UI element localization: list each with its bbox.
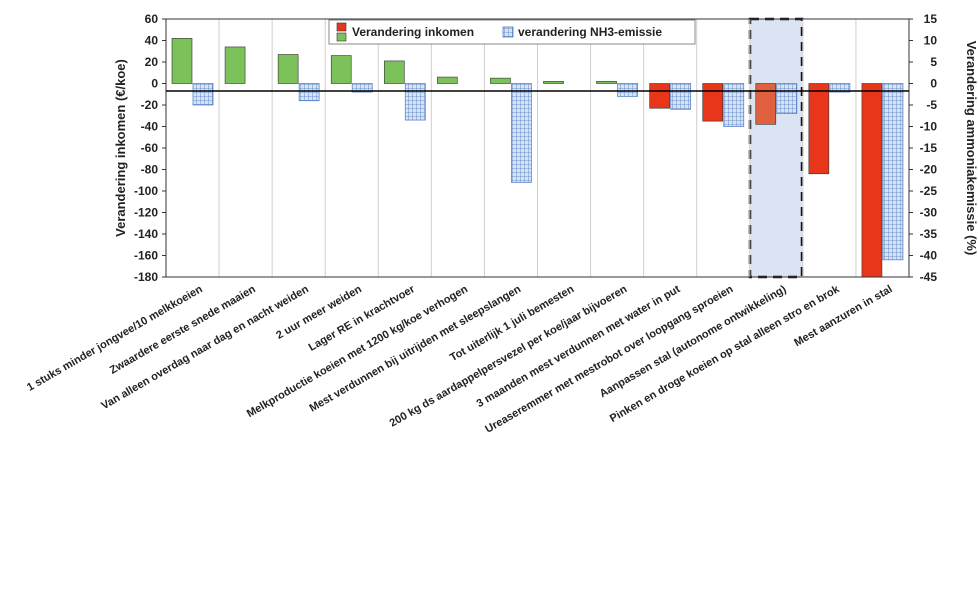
y2-tick-label: 15 — [924, 12, 938, 26]
emission-bar — [882, 83, 904, 261]
category-label: Mest aanzuren in stal — [792, 283, 894, 349]
y-tick-label: 40 — [145, 34, 159, 48]
y2-axis-ticks: 15 10 5 0 -5 -10 -15 -20 -25 -30 -35 -40 -45 — [909, 12, 937, 284]
income-bar — [861, 83, 883, 278]
category-labels: 1 stuks minder jongvee/10 melkkoeienZwaa… — [25, 283, 895, 436]
y2-tick-label: -30 — [920, 206, 938, 220]
y-tick-label: -40 — [141, 120, 159, 134]
y-axis-title: Verandering inkomen (€/koe) — [113, 59, 128, 237]
y2-tick-label: 5 — [930, 55, 937, 69]
legend-swatch-income-negative — [336, 22, 347, 32]
emission-bar — [298, 83, 320, 102]
y-tick-label: 60 — [145, 12, 159, 26]
income-bar — [171, 38, 193, 84]
emission-bar — [670, 83, 692, 110]
grid-lines — [218, 19, 857, 277]
emission-bar — [617, 83, 638, 97]
income-bar — [808, 83, 830, 175]
legend-swatch-income-positive — [336, 32, 347, 42]
income-bar — [596, 81, 617, 84]
income-bar — [224, 46, 246, 84]
y-tick-label: 20 — [145, 55, 159, 69]
income-bar — [649, 83, 670, 109]
income-bar — [277, 54, 299, 84]
income-bar — [755, 83, 777, 125]
y2-tick-label: -45 — [920, 270, 938, 284]
legend-label-emission: verandering NH3-emissie — [518, 25, 662, 39]
y2-tick-label: 10 — [924, 34, 938, 48]
y-tick-label: -100 — [134, 184, 158, 198]
y2-tick-label: -20 — [920, 163, 938, 177]
y-tick-label: -160 — [134, 249, 158, 263]
y2-tick-label: -10 — [920, 120, 938, 134]
emission-bar — [829, 83, 851, 93]
income-bar — [543, 81, 564, 84]
legend: Verandering inkomen verandering NH3-emis… — [328, 19, 696, 45]
y2-tick-label: 0 — [930, 77, 937, 91]
y-axis-ticks: 60 40 20 0 -20 -40 -60 -80 -100 -120 -140 -160 -180 — [134, 12, 166, 284]
y-tick-label: -60 — [141, 141, 159, 155]
income-bar — [330, 55, 352, 84]
legend-swatch-emission — [502, 26, 514, 38]
y2-tick-label: -5 — [926, 98, 937, 112]
y2-axis-title: Verandering ammoniakemissie (%) — [964, 41, 978, 256]
y2-tick-label: -40 — [920, 249, 938, 263]
emission-bar — [404, 83, 426, 121]
highlight-box — [748, 17, 804, 279]
income-bar — [437, 76, 458, 84]
emission-bar — [511, 83, 532, 183]
emission-bar — [351, 83, 373, 93]
y-tick-label: -120 — [134, 206, 158, 220]
category-label: 2 uur meer weiden — [274, 283, 364, 342]
y2-tick-label: -35 — [920, 227, 938, 241]
y-tick-label: -80 — [141, 163, 159, 177]
emission-bar — [723, 83, 745, 127]
y2-tick-label: -25 — [920, 184, 938, 198]
y-tick-label: -20 — [141, 98, 159, 112]
y-tick-label: -140 — [134, 227, 158, 241]
y-tick-label: 0 — [151, 77, 158, 91]
legend-frame — [328, 19, 696, 45]
y2-tick-label: -15 — [920, 141, 938, 155]
legend-label-income: Verandering inkomen — [352, 25, 474, 39]
income-bar — [383, 60, 405, 84]
y-tick-label: -180 — [134, 270, 158, 284]
category-label: 200 kg ds aardappelpersvezel per koe/jaa… — [388, 283, 630, 430]
emission-bar — [192, 83, 214, 106]
emission-bar — [776, 83, 798, 115]
income-bar — [702, 83, 724, 122]
bars-group — [171, 38, 904, 278]
income-bar — [490, 77, 511, 84]
